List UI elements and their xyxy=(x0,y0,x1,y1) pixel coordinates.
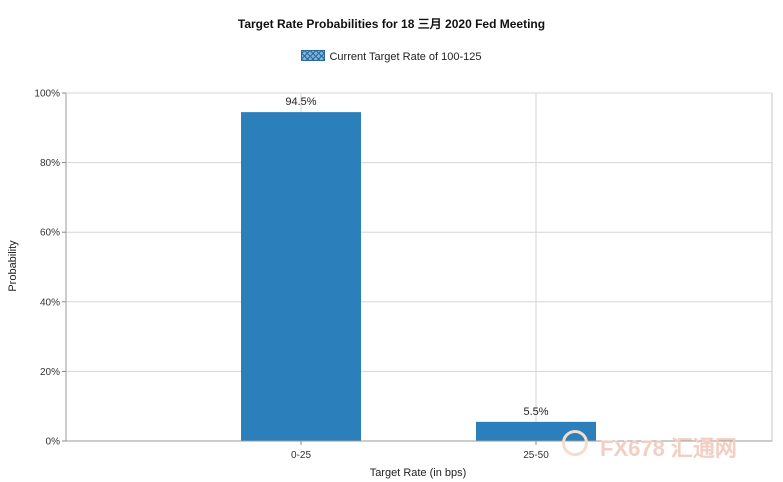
legend: Current Target Rate of 100-125 xyxy=(0,50,783,63)
x-tick-label: 0-25 xyxy=(291,450,311,461)
watermark-text: FX678 汇通网 xyxy=(600,436,737,461)
bar-0-25 xyxy=(241,112,361,441)
watermark-logo: FX678 汇通网 xyxy=(562,428,772,462)
watermark-ring-icon xyxy=(562,430,588,456)
y-tick-label: 0% xyxy=(46,437,61,448)
y-tick-label: 100% xyxy=(34,89,60,100)
chart-title: Target Rate Probabilities for 18 三月 2020… xyxy=(237,17,546,31)
y-tick-label: 40% xyxy=(40,297,60,308)
y-tick-label: 60% xyxy=(40,228,60,239)
plot-frame xyxy=(65,92,773,442)
x-tick-label: 25-50 xyxy=(523,450,549,461)
y-tick-label: 20% xyxy=(40,367,60,378)
y-tick-label: 80% xyxy=(40,158,60,169)
bar-data-label: 5.5% xyxy=(523,406,548,418)
bar-data-label: 94.5% xyxy=(285,96,316,108)
legend-entry: Current Target Rate of 100-125 xyxy=(329,51,482,63)
legend-swatch xyxy=(301,50,326,61)
y-axis-title: Probability xyxy=(7,240,19,292)
x-axis-title: Target Rate (in bps) xyxy=(370,467,467,479)
